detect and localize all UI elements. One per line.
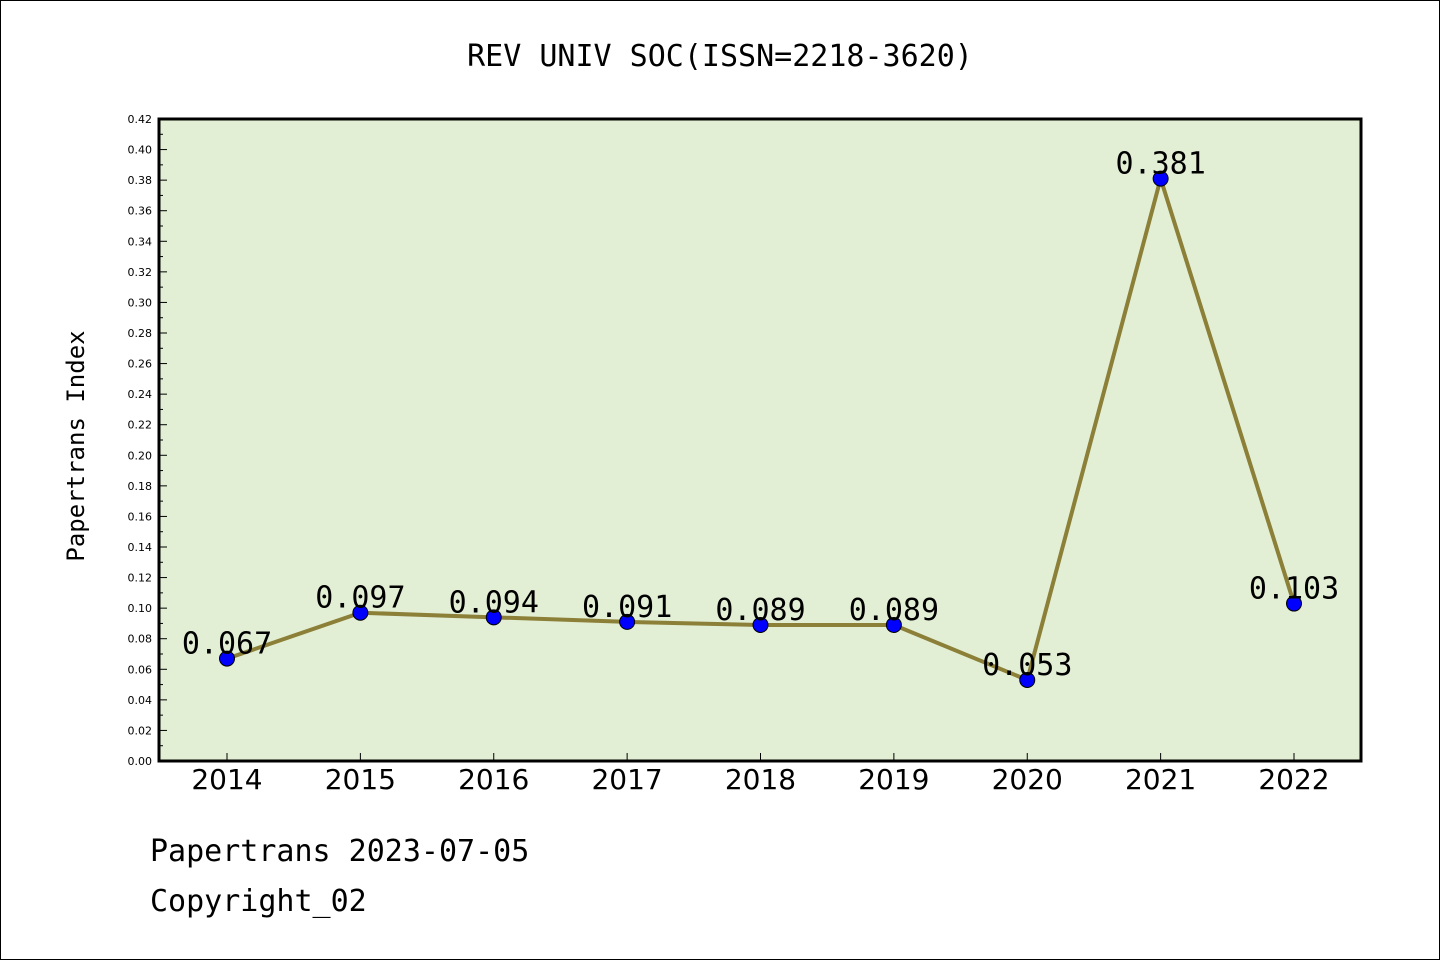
data-label-2015: 0.097 [315, 581, 405, 616]
x-axis: 2014 2015 2016 2017 2018 2019 2020 2021 2022 [191, 753, 1330, 796]
y-tick-label: 0.24 [128, 388, 153, 401]
y-tick-label: 0.16 [128, 510, 153, 523]
data-label-2019: 0.089 [849, 593, 939, 628]
y-tick-label: 0.00 [128, 755, 153, 768]
y-tick-label: 0.40 [128, 144, 153, 157]
x-tick-label: 2015 [325, 763, 396, 796]
y-tick-label: 0.10 [128, 602, 153, 615]
x-tick-label: 2021 [1125, 763, 1196, 796]
x-tick-label: 2017 [591, 763, 662, 796]
data-point-2020 [1019, 671, 1036, 688]
data-point-2019 [885, 616, 902, 633]
y-tick-label: 0.02 [128, 724, 153, 737]
data-label-2017: 0.091 [582, 590, 672, 625]
plot-border [157, 117, 1363, 763]
series-layer: 0.067 0.097 0.094 0.091 0.089 0.089 0.053 0.381… [182, 147, 1339, 688]
data-label-2022: 0.103 [1249, 572, 1339, 607]
y-tick-label: 0.34 [128, 235, 153, 248]
y-tick-label: 0.06 [128, 663, 153, 676]
data-label-2020: 0.053 [982, 648, 1072, 683]
y-tick-label: 0.26 [128, 358, 153, 371]
data-point-2022 [1286, 595, 1302, 612]
x-tick-label: 2022 [1258, 763, 1329, 796]
x-tick-label: 2020 [992, 763, 1063, 796]
data-label-2014: 0.067 [182, 627, 272, 662]
y-tick-label: 0.30 [128, 296, 153, 309]
data-point-2015 [352, 604, 369, 621]
data-point-2016 [485, 609, 502, 626]
data-point-2014 [219, 650, 235, 667]
y-tick-label: 0.12 [128, 572, 153, 585]
footer-copyright: Copyright_02 [150, 884, 367, 919]
y-tick-label: 0.36 [128, 205, 153, 218]
y-tick-label: 0.32 [128, 266, 153, 279]
footer-date: Papertrans 2023-07-05 [150, 834, 530, 869]
y-tick-label: 0.22 [128, 419, 153, 432]
y-tick-label: 0.28 [128, 327, 153, 340]
y-tick-label: 0.14 [128, 541, 153, 554]
y-axis-label: Papertrans Index [62, 330, 90, 561]
x-tick-label: 2018 [725, 763, 796, 796]
x-tick-label: 2019 [858, 763, 929, 796]
y-tick-label: 0.42 [128, 113, 153, 126]
y-tick-label: 0.04 [128, 694, 153, 707]
y-tick-label: 0.20 [128, 449, 153, 462]
y-tick-label: 0.08 [128, 633, 153, 646]
data-label-2018: 0.089 [715, 593, 805, 628]
data-label-2021: 0.381 [1115, 147, 1205, 182]
data-point-2018 [752, 616, 769, 633]
y-tick-label: 0.38 [128, 174, 153, 187]
chart-title: REV UNIV SOC(ISSN=2218-3620) [467, 39, 973, 74]
x-tick-label: 2016 [458, 763, 529, 796]
y-tick-label: 0.18 [128, 480, 153, 493]
plot-area [159, 119, 1361, 761]
x-tick-label: 2014 [191, 763, 262, 796]
data-point-2021 [1152, 170, 1169, 187]
data-point-2017 [619, 613, 636, 630]
data-label-2016: 0.094 [449, 585, 539, 620]
